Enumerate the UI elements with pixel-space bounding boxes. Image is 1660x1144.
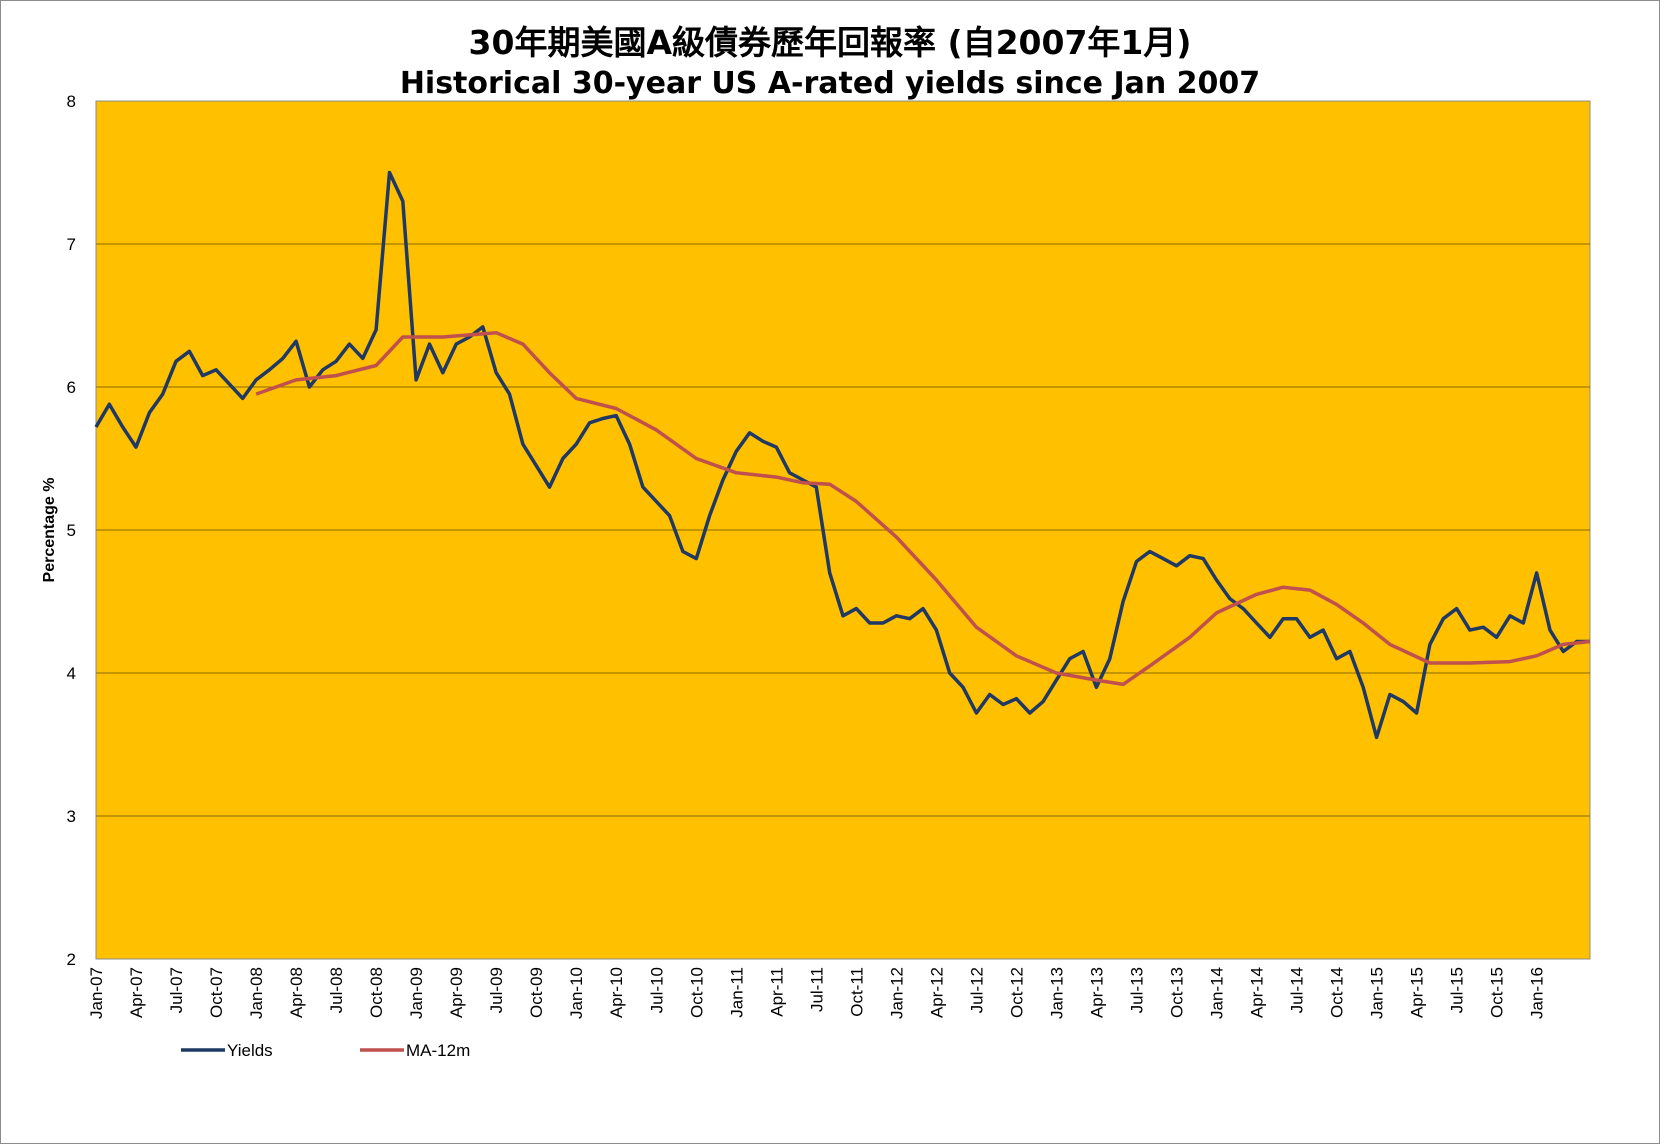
series-line-yields (94, 170, 1590, 740)
y-axis-label: Percentage % (41, 478, 58, 583)
legend: Yields MA-12m (181, 1041, 470, 1060)
gridlines (96, 243, 1590, 817)
x-tick-label: Jan-14 (1208, 967, 1227, 1019)
x-tick-label: Oct-14 (1328, 967, 1347, 1018)
x-tick-label: Oct-07 (207, 967, 226, 1018)
x-tick-label: Apr-08 (287, 967, 306, 1018)
x-tick-label: Jul-07 (167, 967, 186, 1013)
y-tick-label: 6 (67, 378, 76, 397)
x-tick-label: Jan-13 (1047, 967, 1066, 1019)
x-tick-label: Jan-16 (1528, 967, 1547, 1019)
x-tick-label: Jan-09 (407, 967, 426, 1019)
x-tick-label: Jul-09 (487, 967, 506, 1013)
x-tick-label: Jan-07 (87, 967, 106, 1019)
x-tick-label: Oct-10 (687, 967, 706, 1018)
x-tick-label: Apr-12 (927, 967, 946, 1018)
x-tick-label: Jul-14 (1288, 967, 1307, 1013)
x-tick-label: Jul-08 (327, 967, 346, 1013)
series-lines (94, 170, 1591, 740)
x-tick-label: Apr-14 (1248, 967, 1267, 1018)
x-tick-label: Apr-15 (1408, 967, 1427, 1018)
x-tick-label: Jul-11 (807, 967, 826, 1012)
x-tick-label: Jan-08 (247, 967, 266, 1019)
series-line-ma-12m (255, 330, 1591, 687)
y-axis-ticks: 2 3 4 5 6 7 8 (67, 92, 76, 969)
x-tick-label: Oct-08 (367, 967, 386, 1018)
x-tick-label: Apr-10 (607, 967, 626, 1018)
y-tick-label: 4 (67, 664, 76, 683)
y-tick-label: 3 (67, 807, 76, 826)
x-tick-label: Jul-13 (1127, 967, 1146, 1013)
y-tick-label: 2 (67, 950, 76, 969)
y-tick-label: 5 (67, 521, 76, 540)
x-tick-label: Oct-09 (527, 967, 546, 1018)
x-tick-label: Jul-12 (967, 967, 986, 1013)
x-tick-label: Apr-09 (447, 967, 466, 1018)
x-tick-label: Apr-07 (127, 967, 146, 1018)
y-tick-label: 8 (67, 92, 76, 111)
y-tick-label: 7 (67, 235, 76, 254)
x-tick-label: Jan-11 (727, 967, 746, 1018)
chart-title: 30年期美國A級債券歷年回報率 (自2007年1月) (468, 23, 1192, 62)
x-tick-label: Jul-10 (647, 967, 666, 1013)
legend-label: Yields (227, 1041, 273, 1060)
x-tick-label: Jan-10 (567, 967, 586, 1019)
x-tick-label: Oct-15 (1488, 967, 1507, 1018)
x-axis-ticks: Jan-07 Apr-07 Jul-07 Oct-07 Jan-08 Apr-08 Jul-… (87, 967, 1547, 1019)
x-tick-label: Apr-13 (1087, 967, 1106, 1018)
x-tick-label: Jan-15 (1368, 967, 1387, 1019)
x-tick-label: Oct-12 (1007, 967, 1026, 1018)
legend-label: MA-12m (406, 1041, 470, 1060)
x-tick-label: Oct-11 (847, 967, 866, 1017)
x-tick-label: Jan-12 (887, 967, 906, 1019)
x-tick-label: Jul-15 (1448, 967, 1467, 1013)
chart-subtitle: Historical 30-year US A-rated yields sin… (399, 66, 1261, 101)
x-tick-label: Apr-11 (767, 967, 786, 1017)
x-tick-label: Oct-13 (1167, 967, 1186, 1018)
